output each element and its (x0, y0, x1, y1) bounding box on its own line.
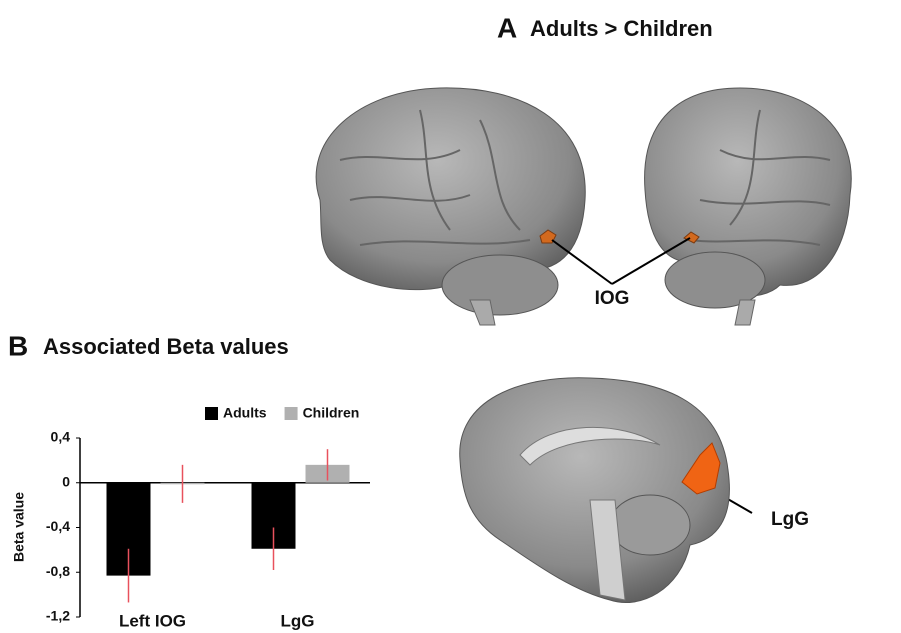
x-tick-label: LgG (281, 611, 315, 630)
legend-swatch (285, 407, 298, 420)
chart-title: Associated Beta values (43, 334, 289, 359)
brain-left (316, 88, 585, 325)
panel-label: A (497, 12, 517, 43)
y-tick-label: 0 (62, 473, 70, 489)
annotation: LgG (771, 509, 809, 530)
y-tick-label: -1,2 (46, 608, 70, 624)
y-tick-label: 0,4 (51, 429, 71, 445)
y-tick-label: -0,4 (46, 518, 70, 534)
panel-title: Adults > Children (530, 16, 713, 41)
y-tick-label: -0,8 (46, 563, 70, 579)
legend-swatch (205, 407, 218, 420)
panel-label: B (8, 330, 28, 361)
legend-label: Children (303, 405, 360, 421)
figure: A Adults > Children IOG LgG B Associated… (0, 0, 901, 633)
legend-label: Adults (223, 405, 267, 421)
brain-right (645, 88, 852, 325)
x-tick-label: Left IOG (119, 611, 186, 630)
brain-sagittal (460, 378, 730, 603)
annotation: IOG (595, 288, 630, 309)
page: {"figure": {"panel_label": "A", "title":… (0, 0, 901, 633)
y-axis-label: Beta value (11, 492, 27, 562)
